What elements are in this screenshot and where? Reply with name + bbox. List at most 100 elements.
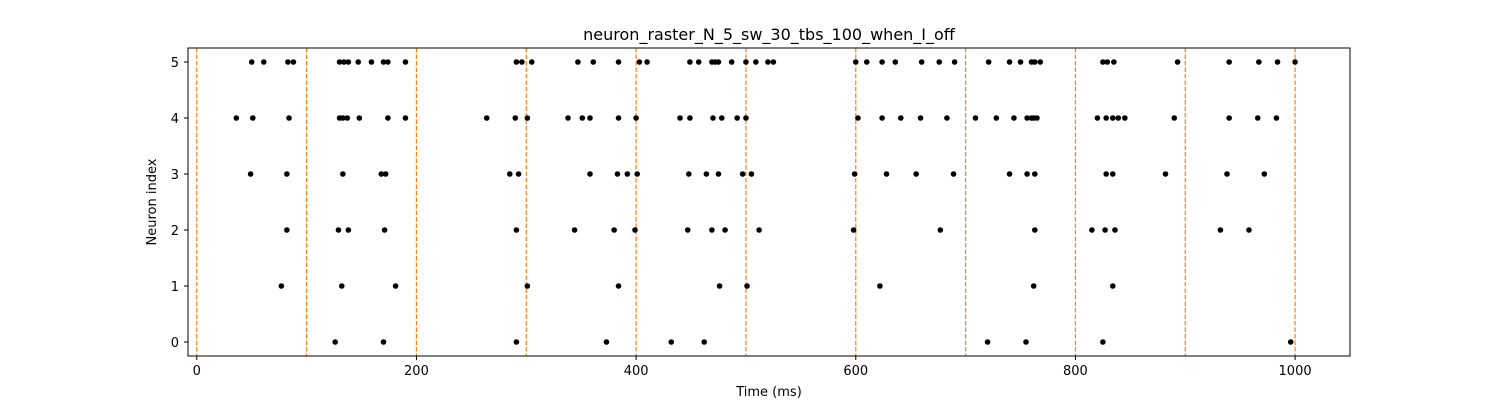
spike-point — [718, 115, 725, 121]
spike-point — [565, 115, 571, 121]
vertical-lines-layer — [196, 48, 1296, 356]
spike-point — [385, 59, 391, 65]
spike-point — [1089, 227, 1095, 233]
spike-point — [1287, 339, 1294, 345]
spike-point — [1024, 115, 1030, 121]
spike-point — [611, 227, 617, 233]
spike-point — [286, 115, 292, 121]
spike-point — [571, 227, 578, 233]
spike-point — [855, 115, 861, 121]
spike-point — [260, 59, 267, 65]
spike-point — [1109, 283, 1116, 289]
spike-point — [1112, 227, 1118, 233]
x-tick-label: 0 — [193, 364, 201, 379]
x-tick-label: 200 — [404, 364, 429, 379]
spike-point — [248, 59, 255, 65]
spike-point — [950, 171, 957, 177]
spike-point — [233, 115, 240, 121]
spike-point — [402, 115, 409, 121]
spike-point — [1122, 115, 1128, 121]
spike-point — [1030, 283, 1037, 289]
spike-point — [247, 171, 254, 177]
spike-point — [917, 115, 924, 121]
spike-point — [603, 339, 610, 345]
spike-point — [716, 283, 723, 289]
spike-point — [1102, 227, 1108, 233]
spike-point — [1094, 115, 1101, 121]
spike-point — [734, 115, 740, 121]
spike-point — [378, 171, 385, 177]
spike-point — [524, 115, 531, 121]
spike-point — [512, 115, 519, 121]
spike-point — [715, 171, 722, 177]
spike-point — [743, 59, 749, 65]
spike-point — [356, 115, 363, 121]
y-tick-label: 2 — [171, 224, 179, 239]
spike-point — [863, 59, 870, 65]
spike-point — [249, 115, 256, 121]
spike-point — [528, 59, 535, 65]
spike-point — [1246, 227, 1252, 233]
spike-point — [686, 171, 692, 177]
spike-point — [1011, 115, 1017, 121]
spike-point — [1256, 59, 1262, 65]
spike-point — [993, 115, 1000, 121]
spike-point — [624, 171, 631, 177]
y-tick-label: 4 — [171, 112, 179, 127]
spike-point — [701, 339, 708, 345]
spike-point — [1109, 115, 1116, 121]
y-ticks-layer: 0 1 2 3 4 5 — [171, 56, 188, 351]
spike-point — [345, 59, 352, 65]
spike-point — [340, 115, 346, 121]
spike-point — [1115, 115, 1122, 121]
spike-point — [615, 115, 622, 121]
spike-point — [985, 59, 992, 65]
spike-point — [1017, 59, 1024, 65]
spike-point — [897, 115, 904, 121]
spike-point — [879, 115, 885, 121]
spike-point — [668, 339, 675, 345]
spike-point — [515, 171, 522, 177]
spike-point — [385, 115, 391, 121]
spike-point — [1261, 171, 1268, 177]
spike-point — [851, 171, 858, 177]
spike-point — [644, 59, 650, 65]
spike-point — [633, 115, 639, 121]
spike-point — [1024, 171, 1030, 177]
spike-point — [687, 59, 693, 65]
spike-point — [1023, 339, 1029, 345]
spike-point — [285, 59, 291, 65]
spike-point — [1226, 115, 1232, 121]
spike-point — [575, 59, 581, 65]
spike-point — [634, 171, 641, 177]
y-axis-label: Neuron index — [145, 158, 160, 245]
spike-point — [615, 59, 622, 65]
spike-point — [344, 115, 351, 121]
spike-point — [632, 227, 638, 233]
spike-point — [284, 227, 290, 233]
y-tick-label: 0 — [171, 336, 179, 351]
spike-point — [739, 171, 746, 177]
spike-point — [770, 59, 777, 65]
spike-point — [278, 283, 285, 289]
spike-point — [1031, 171, 1038, 177]
spike-point — [944, 115, 950, 121]
spike-point — [1254, 115, 1261, 121]
spike-point — [1226, 59, 1232, 65]
spike-point — [284, 171, 290, 177]
spike-point — [290, 59, 297, 65]
spike-point — [695, 59, 702, 65]
spike-point — [765, 59, 771, 65]
spike-point — [382, 171, 389, 177]
y-tick-label: 5 — [171, 56, 179, 71]
spike-point — [636, 59, 643, 65]
spike-point — [703, 171, 710, 177]
x-tick-label: 600 — [843, 364, 868, 379]
spike-point — [722, 227, 728, 233]
spike-point — [1100, 339, 1106, 345]
spike-point — [1162, 171, 1169, 177]
spike-point — [710, 115, 716, 121]
spike-point — [335, 227, 342, 233]
x-tick-label: 400 — [624, 364, 649, 379]
